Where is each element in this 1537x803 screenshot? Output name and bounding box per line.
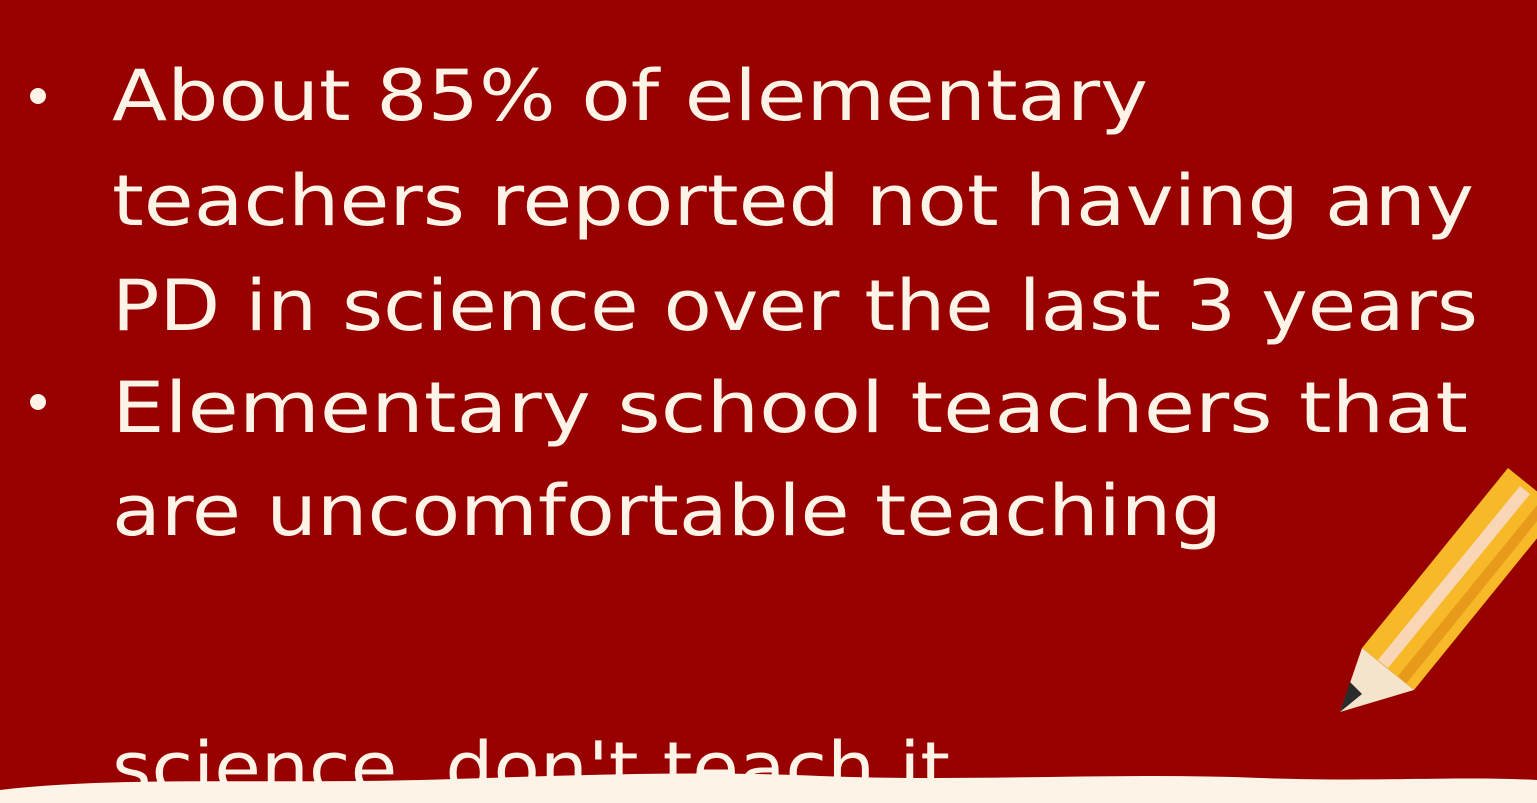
bullet-dot (30, 394, 46, 410)
pencil (1340, 468, 1537, 712)
bullet-line: teachers reported not having any (112, 160, 1474, 242)
bullet-dot (30, 88, 46, 104)
bullet-line: About 85% of elementary (112, 55, 1148, 137)
bullet-line: PD in science over the last 3 years (112, 265, 1478, 347)
bullet-line: are uncomfortable teaching (112, 470, 1222, 552)
bullet-line: Elementary school teachers that (112, 367, 1468, 449)
paper-strip (0, 773, 1537, 803)
